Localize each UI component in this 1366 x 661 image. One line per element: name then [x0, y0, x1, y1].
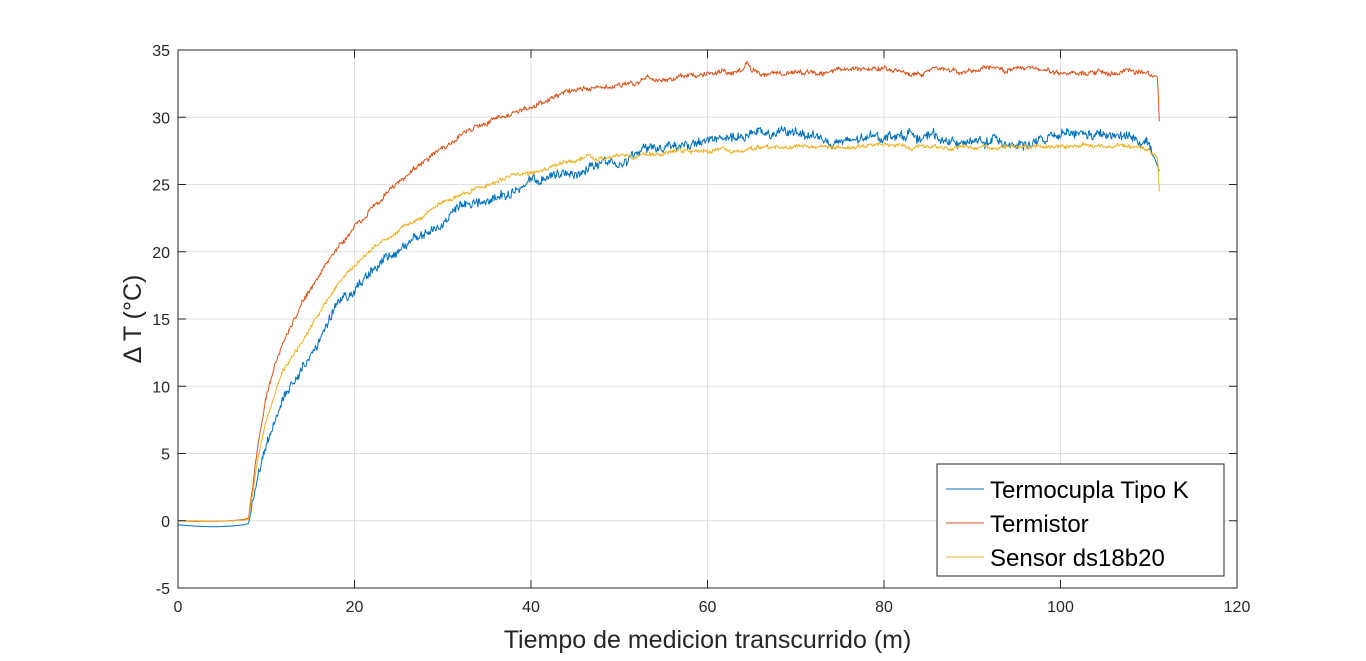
- grid: [177, 49, 1238, 589]
- x-axis-title: Tiempo de medicion transcurrido (m): [504, 626, 912, 654]
- series-line-3: [178, 141, 1160, 522]
- series-line-2: [178, 61, 1160, 522]
- legend-box: [936, 463, 1225, 577]
- x-tick-label: 80: [875, 599, 893, 616]
- y-tick-label: 5: [161, 447, 170, 464]
- x-tick-label: 60: [699, 599, 717, 616]
- legend: Termocupla Tipo K Termistor Sensor ds18b20: [936, 463, 1225, 577]
- axes: [177, 49, 1238, 589]
- y-tick-label: 30: [152, 110, 170, 127]
- y-tick-label: 10: [152, 379, 170, 396]
- x-tick-label: 0: [174, 599, 183, 616]
- x-tick-label: 120: [1224, 599, 1251, 616]
- y-tick-label: 15: [152, 312, 170, 329]
- x-tick-label: 100: [1047, 599, 1074, 616]
- legend-label: Termistor: [990, 511, 1089, 538]
- y-tick-label: 20: [152, 245, 170, 262]
- plot-area: [178, 61, 1160, 528]
- y-tick-label: 35: [152, 43, 170, 60]
- series-line-1: [178, 125, 1160, 528]
- legend-label: Termocupla Tipo K: [990, 477, 1189, 504]
- legend-label: Sensor ds18b20: [990, 545, 1165, 572]
- y-tick-label: 25: [152, 178, 170, 195]
- y-tick-label: -5: [156, 581, 170, 598]
- x-tick-label: 20: [346, 599, 364, 616]
- x-tick-label: 40: [522, 599, 540, 616]
- y-axis-title: Δ T (°C): [119, 275, 147, 364]
- y-tick-label: 0: [161, 514, 170, 531]
